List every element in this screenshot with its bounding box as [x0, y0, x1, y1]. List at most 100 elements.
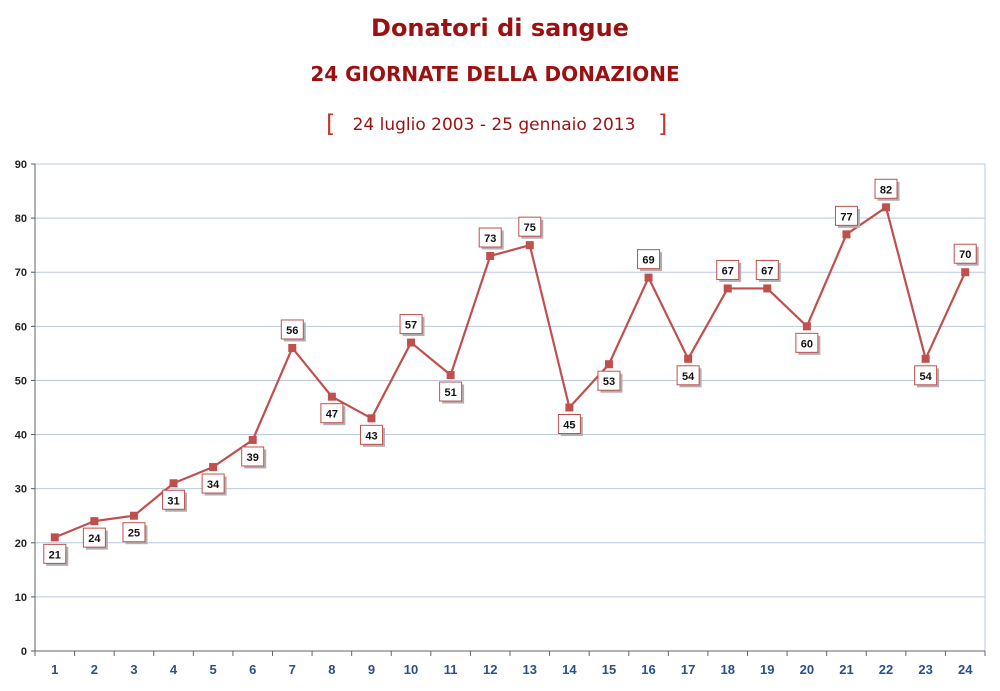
- data-point: [565, 403, 574, 412]
- data-label-box: [557, 414, 581, 434]
- x-tick-label: 7: [289, 662, 296, 677]
- data-label-text: 67: [761, 265, 773, 277]
- data-point: [525, 241, 534, 250]
- x-tick-label: 22: [879, 662, 893, 677]
- data-label-text: 73: [484, 233, 496, 245]
- data-label: 56: [280, 319, 306, 342]
- data-point: [248, 435, 257, 444]
- data-point: [723, 284, 732, 293]
- data-label: 43: [359, 424, 385, 447]
- data-label: 67: [716, 259, 742, 282]
- y-tick-label: 10: [15, 592, 27, 604]
- data-label-box: [755, 259, 779, 280]
- series-donatori: [50, 203, 970, 542]
- data-point: [327, 392, 336, 401]
- x-tick-label: 3: [130, 662, 137, 677]
- data-label: 21: [43, 543, 69, 566]
- data-point: [684, 354, 693, 363]
- data-label-text: 43: [365, 430, 377, 442]
- data-label-text: 21: [49, 549, 61, 561]
- data-label-box: [597, 370, 621, 391]
- data-label-box: [914, 365, 938, 386]
- series-line: [54, 206, 967, 539]
- data-label-box: [637, 249, 661, 270]
- x-tick-label: 8: [328, 662, 335, 677]
- data-label: 25: [122, 522, 148, 545]
- x-axis-ticks: 1 2 3 4 5 6 7 8 9 10 11 12 13 14 15 16 17 18 19 20 21 22 23 24: [51, 662, 973, 677]
- data-label: 34: [201, 473, 227, 496]
- data-label-box: [359, 424, 383, 445]
- data-label-box: [399, 314, 423, 335]
- data-label-box: [439, 381, 463, 402]
- x-tick-label: 9: [368, 662, 375, 677]
- x-tick-label: 2: [91, 662, 98, 677]
- data-label-text: 77: [840, 211, 852, 223]
- data-label-text: 53: [603, 376, 615, 388]
- data-label-box: [716, 259, 740, 280]
- data-label-text: 70: [959, 249, 971, 261]
- data-point: [802, 322, 811, 331]
- data-label-box: [241, 446, 265, 467]
- data-point: [367, 414, 376, 423]
- chart-title: Donatori di sangue: [371, 14, 629, 42]
- data-label: 31: [162, 489, 188, 512]
- data-label: 45: [557, 414, 583, 436]
- y-tick-label: 0: [21, 646, 27, 658]
- data-label-text: 56: [286, 325, 298, 337]
- data-point: [446, 371, 455, 380]
- chart-subtitle: 24 GIORNATE DELLA DONAZIONE: [310, 62, 679, 86]
- data-label-box: [43, 543, 67, 564]
- data-label-text: 54: [920, 371, 933, 383]
- data-label: 51: [439, 381, 465, 404]
- x-tick-label: 6: [249, 662, 256, 677]
- x-tick-label: 19: [760, 662, 774, 677]
- data-label: 77: [834, 205, 860, 228]
- y-tick-label: 30: [15, 484, 27, 496]
- y-tick-label: 40: [15, 430, 27, 442]
- data-label-text: 24: [88, 533, 101, 545]
- data-label-text: 82: [880, 184, 892, 196]
- data-point: [882, 203, 891, 212]
- data-label: 53: [597, 370, 623, 393]
- data-label-text: 31: [167, 495, 179, 507]
- data-point: [169, 479, 178, 488]
- x-tick-label: 13: [523, 662, 537, 677]
- x-tick-label: 10: [404, 662, 418, 677]
- y-tick-label: 80: [15, 213, 27, 225]
- x-tick-label: 4: [170, 662, 178, 677]
- data-point: [288, 343, 297, 352]
- data-label-text: 54: [682, 371, 695, 383]
- x-tick-label: 14: [562, 662, 577, 677]
- data-label-box: [478, 227, 502, 248]
- data-point: [129, 511, 138, 520]
- data-label-text: 25: [128, 528, 140, 540]
- data-label-box: [953, 243, 977, 264]
- data-label-box: [795, 332, 819, 353]
- x-tick-label: 16: [641, 662, 655, 677]
- data-label-box: [834, 205, 858, 226]
- data-point: [644, 273, 653, 282]
- data-label-text: 34: [207, 479, 220, 491]
- data-label-box: [280, 319, 304, 340]
- y-tick-label: 60: [15, 321, 27, 333]
- data-label-box: [320, 403, 344, 424]
- data-label-box: [82, 527, 106, 548]
- data-point: [604, 360, 613, 369]
- data-label: 82: [874, 178, 900, 201]
- data-point: [961, 268, 970, 277]
- x-tick-label: 1: [51, 662, 58, 677]
- data-label: 73: [478, 227, 504, 250]
- data-label-box: [874, 178, 898, 199]
- y-tick-label: 20: [15, 538, 27, 550]
- data-point: [921, 354, 930, 363]
- data-labels: 21 24 25 31 34 39 56 47 43 57 51 73 75 45 53 69 54 67 67 60…: [43, 178, 979, 566]
- y-axis-ticks: 0 10 20 30 40 50 60 70 80 90: [15, 159, 27, 658]
- data-label-text: 67: [722, 265, 734, 277]
- x-tick-label: 5: [210, 662, 217, 677]
- data-label: 39: [241, 446, 267, 469]
- data-label: 47: [320, 403, 346, 426]
- data-point: [486, 251, 495, 260]
- data-point: [407, 338, 416, 347]
- data-point: [763, 284, 772, 293]
